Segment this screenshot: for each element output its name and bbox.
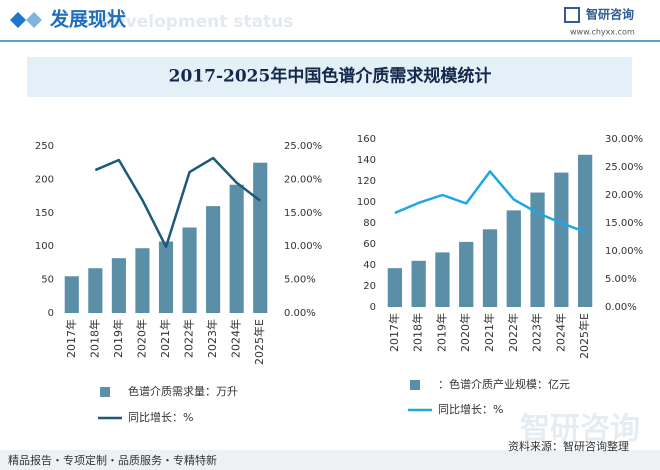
main-title: 2017-2025年中国色谱介质需求规模统计 <box>169 66 492 87</box>
y-tick-label: 50 <box>41 275 54 286</box>
line <box>394 170 586 234</box>
url: www.chyxx.com <box>570 28 635 37</box>
bar <box>482 229 498 307</box>
y-tick-label: 100 <box>35 241 54 252</box>
footer-bar <box>0 450 660 470</box>
y-tick-label: 150 <box>35 208 54 219</box>
bar <box>135 248 150 313</box>
logo <box>564 7 580 23</box>
line <box>94 156 261 249</box>
y2-tick-label: 10.00% <box>605 246 643 257</box>
bar <box>435 252 450 307</box>
header-title: 发展现状 <box>49 8 127 31</box>
bar <box>88 268 103 313</box>
y2-tick-label: 25.00% <box>284 141 322 152</box>
y-tick-label: 200 <box>35 174 54 185</box>
bar <box>387 268 403 307</box>
y-tick-label: 120 <box>357 176 376 187</box>
y-tick-label: 140 <box>357 155 376 166</box>
x-tick-label: 2018年 <box>87 319 101 358</box>
watermark: 智研咨询 <box>520 412 640 447</box>
y-tick-label: 100 <box>357 197 376 208</box>
header-subtitle: Development status <box>100 12 293 32</box>
bar <box>554 172 569 307</box>
y2-tick-label: 25.00% <box>605 162 643 173</box>
y2-tick-label: 20.00% <box>605 190 643 201</box>
x-tick-label: 2019年 <box>111 319 125 358</box>
y2-tick-label: 0.00% <box>605 302 637 313</box>
y-tick-label: 20 <box>363 281 376 292</box>
y-tick-label: 60 <box>363 239 376 250</box>
bar <box>229 184 244 313</box>
x-tick-label: 2022年 <box>506 313 520 352</box>
bar <box>411 260 426 307</box>
x-tick-label: 2021年 <box>482 313 496 352</box>
x-tick-label: 2021年 <box>158 319 172 358</box>
bar <box>64 276 79 313</box>
y-tick-label: 0 <box>48 308 54 319</box>
title-box <box>27 57 632 97</box>
x-tick-label: 2017年 <box>387 313 401 352</box>
x-tick-label: 2025年E <box>252 319 266 365</box>
icon <box>26 12 42 28</box>
legend-label: 色谱介质需求量：万升 <box>128 384 238 398</box>
brand: 智研咨询 <box>585 7 634 22</box>
y-tick-label: 0 <box>370 302 376 313</box>
y-tick-label: 250 <box>35 141 54 152</box>
x-tick-label: 2022年 <box>182 319 196 358</box>
x-tick-label: 2020年 <box>458 313 472 352</box>
legend-swatch <box>100 387 110 397</box>
x-tick-label: 2020年 <box>134 319 148 358</box>
y2-tick-label: 15.00% <box>284 208 322 219</box>
y2-tick-label: 20.00% <box>284 174 322 185</box>
bar <box>459 241 474 307</box>
y2-tick-label: 0.00% <box>284 308 316 319</box>
x-tick-label: 2025年E <box>577 313 591 359</box>
x-tick-label: 2019年 <box>434 313 448 352</box>
y2-tick-label: 15.00% <box>605 218 643 229</box>
bar <box>253 162 268 313</box>
bar <box>530 192 545 307</box>
bar <box>111 258 126 313</box>
icon <box>10 12 26 28</box>
y-tick-label: 40 <box>363 260 376 271</box>
footer-left: 精品报告・专项定制・品质服务・专精特新 <box>8 453 217 467</box>
y-tick-label: 80 <box>363 218 376 229</box>
x-tick-label: 2024年 <box>229 319 243 358</box>
x-tick-label: 2023年 <box>530 313 544 352</box>
legend-label: ：色谱介质产业规模：亿元 <box>438 377 570 391</box>
x-tick-label: 2023年 <box>205 319 219 358</box>
legend-label: 同比增长：% <box>438 402 503 416</box>
y-tick-label: 160 <box>357 134 376 145</box>
x-tick-label: 2024年 <box>553 313 567 352</box>
footer-source: 资料来源：智研咨询整理 <box>508 439 629 453</box>
bar <box>182 227 197 313</box>
y2-tick-label: 10.00% <box>284 241 322 252</box>
y2-tick-label: 5.00% <box>284 275 316 286</box>
x-tick-label: 2018年 <box>411 313 425 352</box>
bar <box>506 210 521 307</box>
x-tick-label: 2017年 <box>64 319 78 358</box>
bar <box>158 241 174 313</box>
bar <box>206 206 221 313</box>
y2-tick-label: 30.00% <box>605 134 643 145</box>
y2-tick-label: 5.00% <box>605 274 637 285</box>
legend-swatch <box>410 380 420 390</box>
legend-label: 同比增长：% <box>128 410 193 424</box>
